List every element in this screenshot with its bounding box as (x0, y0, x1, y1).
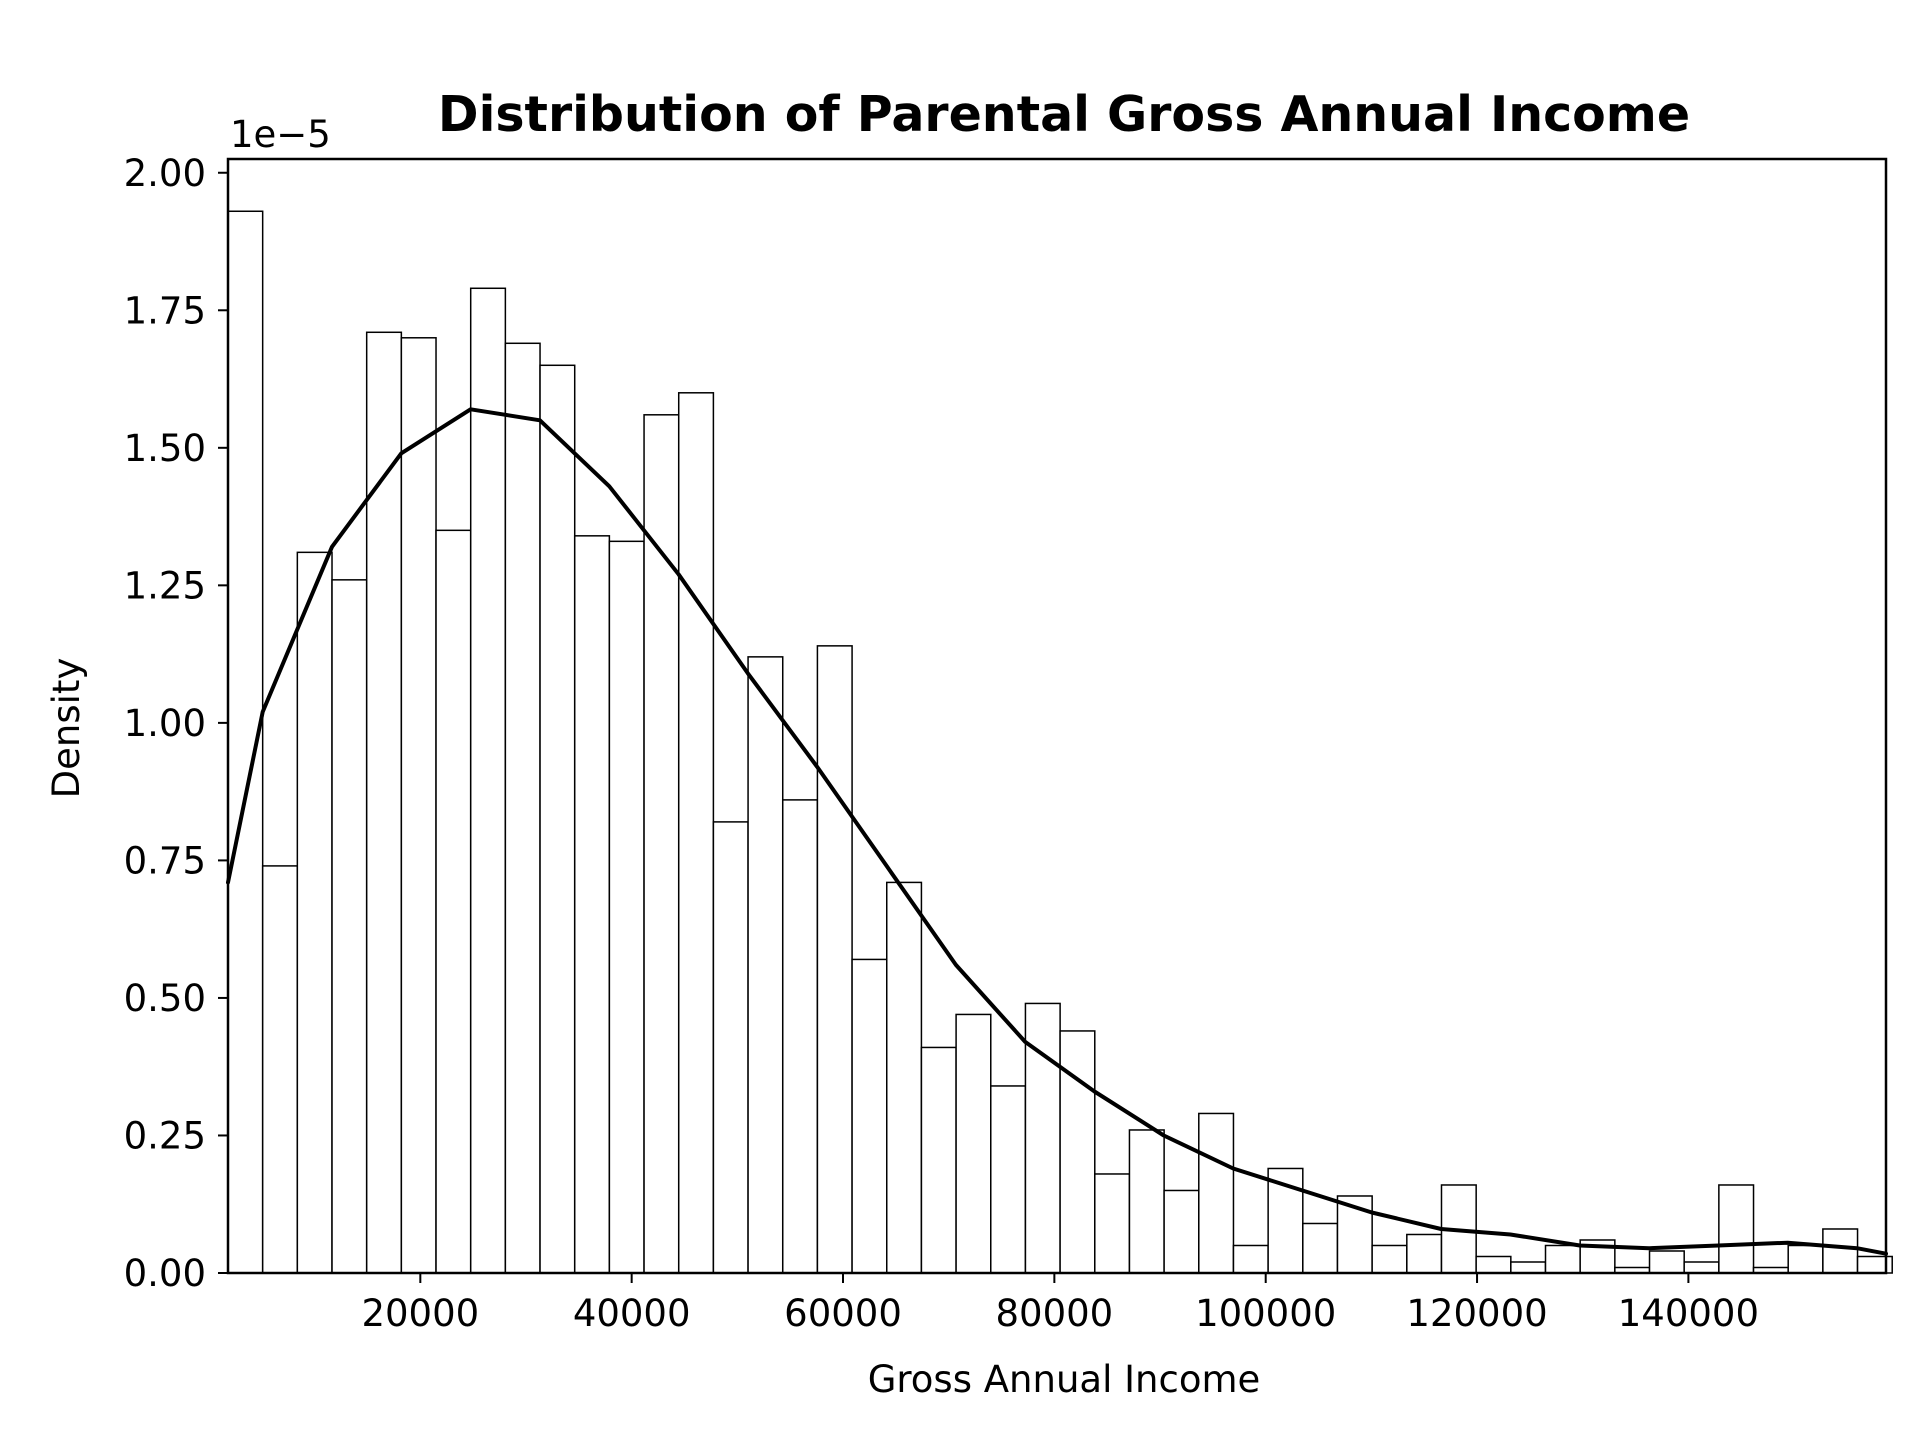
histogram-bar (1787, 1244, 1824, 1274)
histogram-bar (539, 364, 576, 1274)
y-tick-label: 0.50 (124, 977, 206, 1020)
y-tick-label: 1.75 (124, 289, 206, 332)
histogram-bar (1475, 1255, 1512, 1274)
histogram-bar (435, 529, 472, 1274)
histogram-bar (1198, 1112, 1235, 1274)
histogram-bar (400, 337, 437, 1274)
plot-frame (226, 157, 1888, 1275)
histogram-bar (1648, 1250, 1685, 1274)
x-tick-label: 80000 (996, 1292, 1114, 1335)
histogram-bar (1718, 1184, 1755, 1274)
histogram-bar (296, 551, 333, 1274)
histogram-bar (1094, 1173, 1131, 1274)
histogram-bar (1267, 1167, 1304, 1274)
histogram-bar (573, 535, 611, 1274)
histogram-bar (469, 287, 507, 1274)
histogram-bar (677, 392, 715, 1274)
histogram-bar (608, 540, 645, 1274)
histogram-bar (747, 656, 784, 1274)
histogram-bar (816, 645, 853, 1274)
histogram-bar (504, 342, 541, 1274)
chart-title: Distribution of Parental Gross Annual In… (438, 86, 1690, 143)
y-tick-label: 1.50 (124, 427, 206, 470)
histogram-bars (227, 210, 1893, 1274)
y-tick-label: 0.00 (124, 1252, 206, 1295)
x-tick-label: 100000 (1195, 1292, 1336, 1335)
y-axis-title: Density (45, 658, 88, 799)
histogram-bar (920, 1046, 957, 1274)
y-scale-label: 1e−5 (230, 113, 331, 156)
histogram-bar (643, 414, 680, 1274)
x-tick-label: 120000 (1406, 1292, 1547, 1335)
y-tick-label: 2.00 (124, 152, 206, 195)
histogram-bar (1059, 1030, 1096, 1274)
x-tick-label: 40000 (573, 1292, 691, 1335)
histogram-bar (1683, 1261, 1720, 1274)
kde-line (226, 407, 1888, 1256)
x-axis-title: Gross Annual Income (868, 1358, 1261, 1401)
histogram-bar (955, 1013, 992, 1274)
histogram-bar (712, 821, 749, 1274)
histogram-bar (1163, 1189, 1200, 1274)
histogram-bar (1232, 1244, 1269, 1274)
histogram-bar (331, 579, 368, 1274)
histogram-bar (1128, 1129, 1165, 1274)
histogram-bar (1302, 1222, 1339, 1274)
x-axis: 20000 40000 60000 80000 100000 120000 140000 (361, 1273, 1759, 1335)
y-tick-label: 0.25 (124, 1114, 206, 1157)
histogram-bar (851, 958, 888, 1274)
histogram-bar (1544, 1244, 1581, 1274)
x-tick-label: 60000 (784, 1292, 902, 1335)
histogram-bar (1371, 1244, 1408, 1274)
y-tick-label: 1.25 (124, 564, 206, 607)
y-tick-label: 0.75 (124, 839, 206, 882)
histogram-bar (990, 1085, 1027, 1274)
x-tick-label: 20000 (361, 1292, 479, 1335)
histogram-bar (1406, 1233, 1443, 1274)
histogram-bar (1510, 1261, 1547, 1274)
histogram-bar (1822, 1228, 1859, 1274)
histogram-bar (886, 881, 923, 1274)
y-axis: 0.00 0.25 0.50 0.75 1.00 1.25 1.50 1.75 2.00 (124, 152, 228, 1295)
histogram-bar (781, 799, 819, 1274)
y-tick-label: 1.00 (124, 702, 206, 745)
histogram-bar (261, 865, 299, 1274)
x-tick-label: 140000 (1618, 1292, 1759, 1335)
